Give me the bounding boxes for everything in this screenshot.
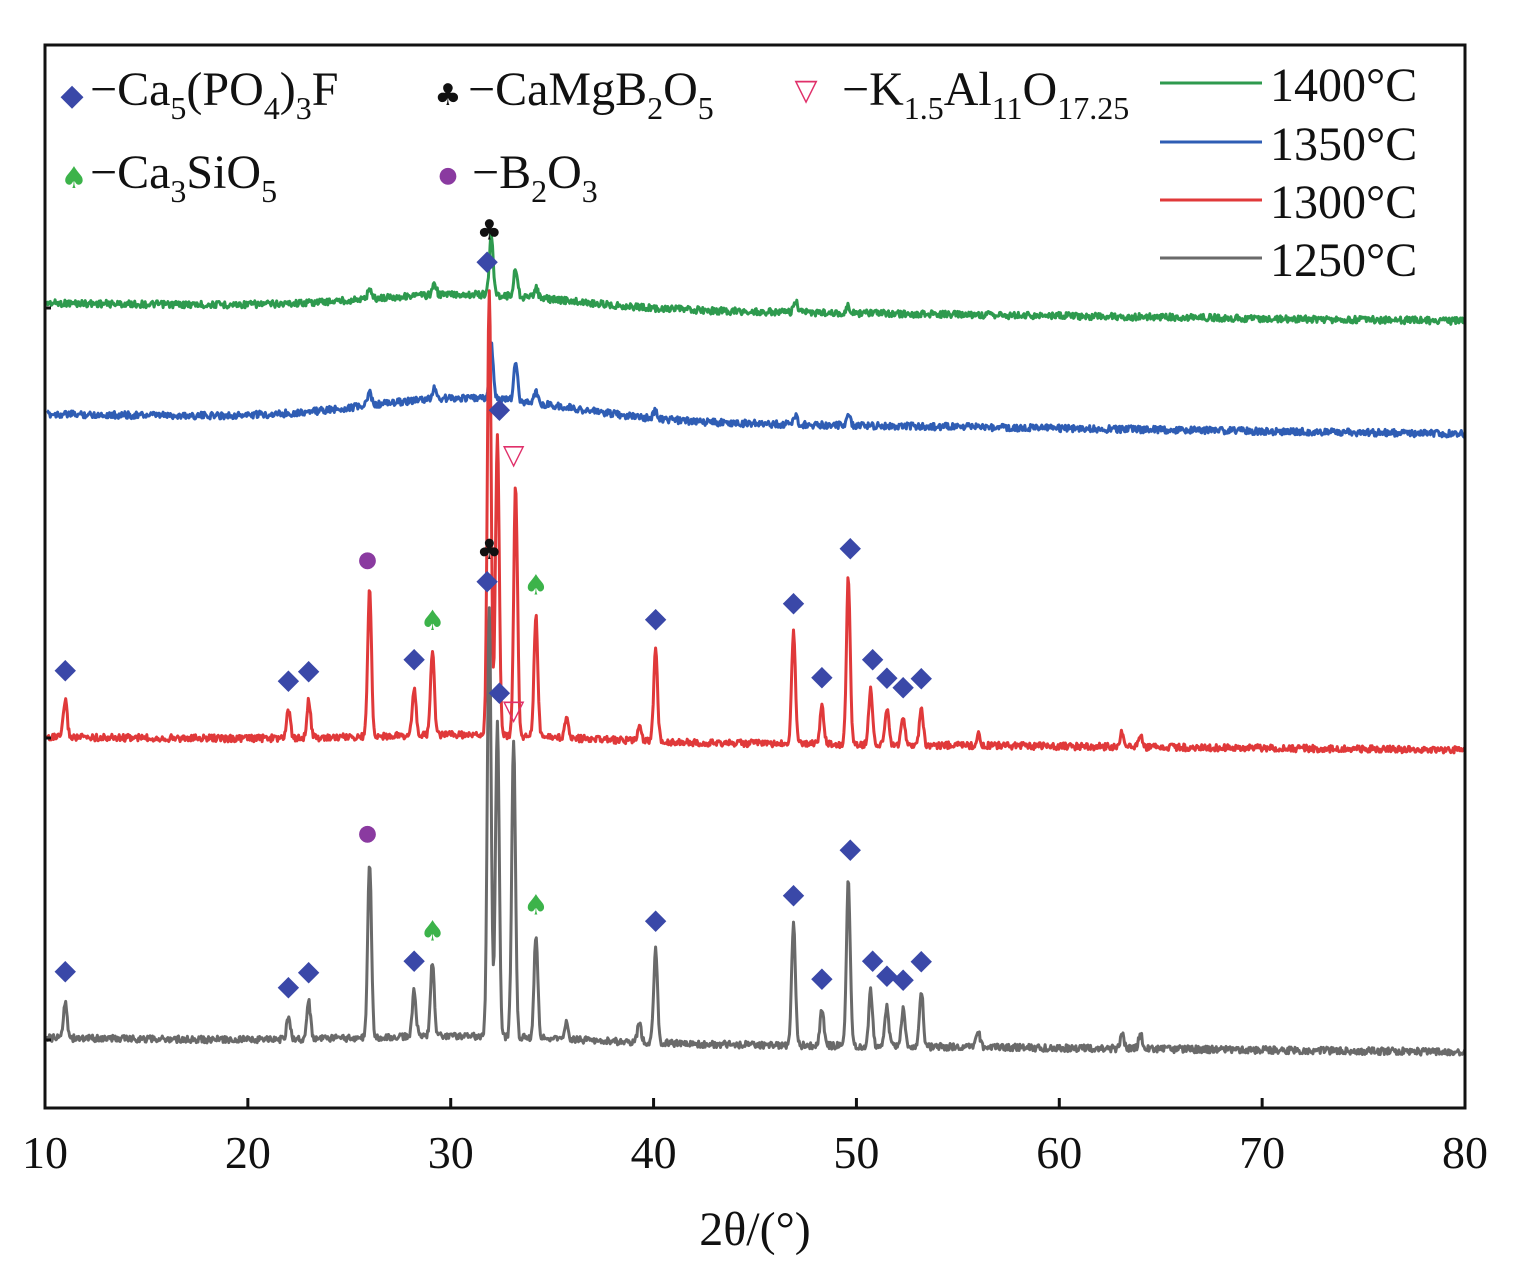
peak-marker-ca5po43f: ◆ [403, 641, 425, 674]
peak-marker-ca5po43f: ◆ [476, 563, 498, 596]
legend-label-1300c: 1300°C [1270, 176, 1417, 229]
peak-marker-ca5po43f: ◆ [911, 660, 933, 693]
legend-label-1400c: 1400°C [1270, 59, 1417, 112]
axes [43, 43, 1467, 1110]
peak-marker-ca5po43f: ◆ [876, 958, 898, 991]
peak-marker-ca5po43f: ◆ [840, 832, 862, 865]
peak-marker-ca3sio5: ♠ [523, 568, 548, 601]
phase-legend-symbol: ♠ [61, 161, 88, 196]
peak-marker-k15al11o1725: ▽ [503, 438, 525, 471]
peak-marker-ca5po43f: ◆ [783, 585, 805, 618]
peak-marker-ca5po43f: ◆ [403, 942, 425, 975]
peak-marker-ca5po43f: ◆ [892, 962, 914, 995]
peak-marker-ca5po43f: ◆ [489, 391, 511, 424]
phase-legend-label: −B2​O3​ [472, 146, 598, 209]
peak-marker-ca5po43f: ◆ [862, 943, 884, 976]
peak-marker-ca5po43f: ◆ [278, 662, 300, 695]
phase-legend-label: −K1.5​Al11​O17.25​ [842, 63, 1129, 126]
peak-marker-camgb2o5: ♣ [477, 213, 502, 246]
marker-layer: ◆ ◆◆ ◆◆◆◆ ◆◆◆◆◆◆◆♣▽♠♠●◆ ◆◆ ◆◆◆◆◆◆◆◆◆◆◆♣▽♠♠● [55, 213, 933, 1002]
peak-marker-ca5po43f: ◆ [278, 969, 300, 1002]
peak-marker-b2o3: ● [358, 547, 377, 572]
phase-legend-symbol: ▽ [794, 73, 817, 108]
x-tick-label: 10 [22, 1127, 68, 1178]
series-line-1400c [45, 231, 1467, 326]
peak-marker-k15al11o1725: ▽ [503, 693, 525, 726]
peak-marker-ca5po43f: ◆ [811, 961, 833, 994]
peak-marker-ca5po43f: ◆ [862, 641, 884, 674]
peak-marker-ca5po43f: ◆ [55, 953, 77, 986]
peak-marker-ca5po43f: ◆ [876, 660, 898, 693]
peak-marker-ca3sio5: ♠ [523, 888, 548, 921]
peak-marker-ca5po43f: ◆ [645, 903, 667, 936]
peak-marker-ca5po43f: ◆ [811, 659, 833, 692]
legend: 1400°C1350°C1300°C1250°C◆−Ca5​(PO4​)3​F♣… [60, 59, 1417, 287]
x-tick-label: 20 [225, 1127, 271, 1178]
legend-label-1350c: 1350°C [1270, 118, 1417, 171]
x-tick-label: 50 [833, 1127, 879, 1178]
legend-label-1250c: 1250°C [1270, 234, 1417, 287]
peak-marker-ca5po43f: ◆ [911, 943, 933, 976]
series-layer [45, 231, 1467, 1057]
peak-marker-ca5po43f: ◆ [892, 669, 914, 702]
phase-legend-symbol: ♣ [435, 78, 462, 113]
peak-marker-ca3sio5: ♠ [420, 914, 445, 947]
peak-marker-ca5po43f: ◆ [783, 877, 805, 910]
peak-marker-ca5po43f: ◆ [645, 601, 667, 634]
x-tick-label: 30 [428, 1127, 474, 1178]
peak-marker-ca5po43f: ◆ [298, 954, 320, 987]
peak-marker-ca5po43f: ◆ [840, 530, 862, 563]
plot-frame [43, 43, 1467, 1110]
peak-marker-b2o3: ● [358, 821, 377, 846]
x-tick-label: 60 [1036, 1127, 1082, 1178]
peak-marker-ca5po43f: ◆ [476, 243, 498, 276]
peak-marker-camgb2o5: ♣ [477, 533, 502, 566]
x-tick-label: 40 [631, 1127, 677, 1178]
series-line-1300c [45, 289, 1467, 755]
x-tick-label: 70 [1239, 1127, 1285, 1178]
series-line-1350c [46, 341, 1467, 439]
phase-legend-label: −CaMgB2​O5​ [468, 63, 714, 126]
peak-marker-ca5po43f: ◆ [55, 652, 77, 685]
x-ticks: 10 20 30 40 50 60 70 80 [22, 1098, 1488, 1178]
peak-marker-ca5po43f: ◆ [489, 674, 511, 707]
peak-marker-ca3sio5: ♠ [420, 604, 445, 637]
phase-legend-label: −Ca5​(PO4​)3​F [90, 63, 338, 126]
phase-legend-label: −Ca3​SiO5​ [90, 146, 277, 209]
phase-legend-symbol: ● [438, 163, 457, 188]
peak-marker-ca5po43f: ◆ [298, 653, 320, 686]
phase-legend-symbol: ◆ [60, 78, 83, 113]
series-line-1250c [45, 606, 1467, 1057]
x-tick-label: 80 [1442, 1127, 1488, 1178]
x-axis-label: 2θ/(°) [699, 1203, 811, 1256]
